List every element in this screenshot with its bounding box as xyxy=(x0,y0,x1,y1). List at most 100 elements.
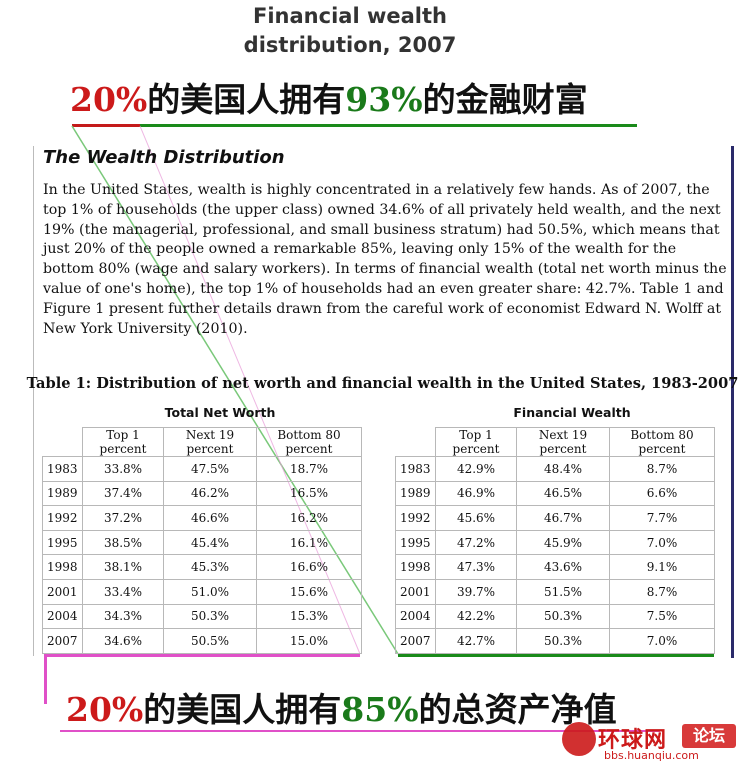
watermark-logo: 环球网 论坛 bbs.huanqiu.com xyxy=(562,722,740,762)
cell-top1: 46.9% xyxy=(435,480,517,507)
cell-top1: 34.6% xyxy=(82,628,164,654)
card-right-rule xyxy=(731,146,734,658)
table-caption: Table 1: Distribution of net worth and f… xyxy=(26,375,739,392)
headline-top-tail: 的金融财富 xyxy=(422,80,588,119)
cell-next19: 48.4% xyxy=(516,456,610,482)
cell-bottom80: 6.6% xyxy=(609,480,715,507)
cell-year: 1983 xyxy=(42,456,83,482)
cell-year: 2007 xyxy=(395,628,436,654)
net-worth-table: Top 1 percent Next 19 percent Bottom 80 … xyxy=(42,427,362,654)
cell-year: 2001 xyxy=(395,578,436,605)
cell-top1: 47.3% xyxy=(435,554,517,580)
table-row: 2004 42.2% 50.3% 7.5% xyxy=(395,603,715,630)
col-header-bottom80: Bottom 80 percent xyxy=(609,427,715,457)
cell-bottom80: 15.0% xyxy=(256,628,362,654)
cell-bottom80: 16.1% xyxy=(256,529,362,556)
table-row: 1992 45.6% 46.7% 7.7% xyxy=(395,505,715,531)
cell-top1: 39.7% xyxy=(435,578,517,605)
cell-year: 1992 xyxy=(395,505,436,531)
cell-next19: 45.3% xyxy=(163,554,257,580)
cell-year: 1983 xyxy=(395,456,436,482)
table-row: 2001 33.4% 51.0% 15.6% xyxy=(42,578,362,605)
col-header-bottom80: Bottom 80 percent xyxy=(256,427,362,457)
cell-next19: 45.4% xyxy=(163,529,257,556)
table-row: 2004 34.3% 50.3% 15.3% xyxy=(42,603,362,630)
cell-top1: 42.2% xyxy=(435,603,517,630)
financial-wealth-heading: Financial Wealth xyxy=(513,405,631,420)
annotation-pink-bracket xyxy=(44,656,47,704)
headline-bottom-mid: 的美国人拥有 xyxy=(143,690,342,729)
cell-year: 1989 xyxy=(42,480,83,507)
cell-bottom80: 16.2% xyxy=(256,505,362,531)
col-header-next19: Next 19 percent xyxy=(516,427,610,457)
cell-bottom80: 18.7% xyxy=(256,456,362,482)
cell-year: 2004 xyxy=(395,603,436,630)
cell-next19: 46.6% xyxy=(163,505,257,531)
headline-top-pct-a: 20% xyxy=(70,80,148,119)
cell-next19: 50.3% xyxy=(516,603,610,630)
net-worth-underline-pink xyxy=(44,654,360,657)
watermark-url: bbs.huanqiu.com xyxy=(604,749,699,762)
table-row: 1983 42.9% 48.4% 8.7% xyxy=(395,456,715,482)
cell-bottom80: 15.3% xyxy=(256,603,362,630)
table-header-row: Top 1 percent Next 19 percent Bottom 80 … xyxy=(395,427,715,457)
table-row: 2001 39.7% 51.5% 8.7% xyxy=(395,578,715,605)
table-row: 1992 37.2% 46.6% 16.2% xyxy=(42,505,362,531)
figure-title-line1: Financial wealth xyxy=(253,4,447,28)
cell-year: 1998 xyxy=(42,554,83,580)
cell-top1: 37.4% xyxy=(82,480,164,507)
cell-bottom80: 8.7% xyxy=(609,578,715,605)
cell-top1: 47.2% xyxy=(435,529,517,556)
globe-icon xyxy=(562,722,596,756)
headline-bottom-underline-pink xyxy=(60,730,660,732)
cell-top1: 38.1% xyxy=(82,554,164,580)
header-blank-cell xyxy=(395,427,436,457)
col-header-top1: Top 1 percent xyxy=(435,427,517,457)
figure-title: Financial wealth distribution, 2007 xyxy=(0,2,700,60)
headline-bottom-pct-a: 20% xyxy=(66,690,144,729)
cell-top1: 33.8% xyxy=(82,456,164,482)
cell-next19: 51.5% xyxy=(516,578,610,605)
cell-year: 1989 xyxy=(395,480,436,507)
cell-year: 2001 xyxy=(42,578,83,605)
figure-title-line2: distribution, 2007 xyxy=(243,33,457,57)
cell-top1: 34.3% xyxy=(82,603,164,630)
table-row: 1983 33.8% 47.5% 18.7% xyxy=(42,456,362,482)
cell-year: 1992 xyxy=(42,505,83,531)
table-row: 1998 38.1% 45.3% 16.6% xyxy=(42,554,362,580)
headline-net-worth: 20%的美国人拥有85%的总资产净值 xyxy=(66,690,617,730)
net-worth-heading: Total Net Worth xyxy=(164,405,276,420)
cell-bottom80: 7.0% xyxy=(609,628,715,654)
cell-next19: 46.2% xyxy=(163,480,257,507)
cell-bottom80: 7.5% xyxy=(609,603,715,630)
cell-next19: 46.5% xyxy=(516,480,610,507)
table-header-row: Top 1 percent Next 19 percent Bottom 80 … xyxy=(42,427,362,457)
headline-bottom-pct-b: 85% xyxy=(341,690,419,729)
cell-top1: 45.6% xyxy=(435,505,517,531)
cell-top1: 38.5% xyxy=(82,529,164,556)
cell-top1: 37.2% xyxy=(82,505,164,531)
table-row: 1995 47.2% 45.9% 7.0% xyxy=(395,529,715,556)
cell-year: 1995 xyxy=(42,529,83,556)
cell-year: 2004 xyxy=(42,603,83,630)
col-header-top1: Top 1 percent xyxy=(82,427,164,457)
headline-top-pct-b: 93% xyxy=(345,80,423,119)
financial-wealth-underline-green xyxy=(398,654,714,657)
table-row: 1989 46.9% 46.5% 6.6% xyxy=(395,480,715,507)
header-blank-cell xyxy=(42,427,83,457)
cell-top1: 33.4% xyxy=(82,578,164,605)
cell-bottom80: 8.7% xyxy=(609,456,715,482)
cell-next19: 50.3% xyxy=(516,628,610,654)
financial-wealth-table: Top 1 percent Next 19 percent Bottom 80 … xyxy=(395,427,715,654)
cell-next19: 50.5% xyxy=(163,628,257,654)
headline-top-underline-green xyxy=(140,124,637,127)
card-left-rule xyxy=(33,146,34,656)
table-row: 2007 34.6% 50.5% 15.0% xyxy=(42,628,362,654)
cell-bottom80: 16.5% xyxy=(256,480,362,507)
cell-bottom80: 9.1% xyxy=(609,554,715,580)
cell-next19: 43.6% xyxy=(516,554,610,580)
cell-bottom80: 7.7% xyxy=(609,505,715,531)
cell-next19: 50.3% xyxy=(163,603,257,630)
cell-year: 1998 xyxy=(395,554,436,580)
watermark-forum-badge: 论坛 xyxy=(682,724,736,748)
